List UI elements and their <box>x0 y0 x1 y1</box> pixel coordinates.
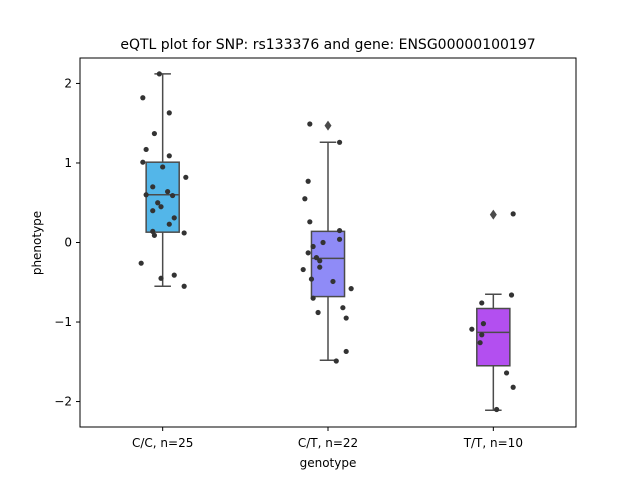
data-point <box>313 255 320 261</box>
data-point <box>343 315 349 321</box>
points-group-2 <box>300 121 354 364</box>
data-point <box>155 200 161 206</box>
data-point <box>158 275 164 281</box>
data-point <box>330 278 336 285</box>
axes: −2 −1 0 1 2 C/C, n=25 C/T, n=22 T/T, n=10 <box>54 57 577 450</box>
data-point <box>166 110 172 116</box>
data-point <box>300 266 306 273</box>
outlier-marker <box>324 120 332 131</box>
data-point <box>171 272 177 278</box>
box-group-3 <box>476 209 511 412</box>
y-tick-label: 2 <box>64 76 72 90</box>
data-point <box>305 250 311 256</box>
data-point <box>340 305 346 311</box>
data-point <box>308 276 315 282</box>
data-point <box>169 192 176 199</box>
data-point <box>479 332 485 338</box>
data-point <box>151 130 157 137</box>
y-tick-label: 1 <box>64 156 72 170</box>
data-point <box>310 295 316 301</box>
data-point <box>510 384 516 390</box>
data-point <box>150 208 156 214</box>
data-point <box>305 178 311 184</box>
data-point <box>150 184 156 190</box>
data-point <box>336 236 343 242</box>
iqr-box <box>310 230 346 298</box>
data-point <box>140 95 146 101</box>
data-point <box>181 230 187 236</box>
data-point <box>469 326 475 332</box>
y-axis-label: phenotype <box>30 211 44 275</box>
box-group-1 <box>145 73 180 287</box>
data-point <box>156 71 162 77</box>
data-point <box>310 243 316 250</box>
y-tick-label: −1 <box>54 315 72 329</box>
box-group-2 <box>310 120 346 361</box>
data-point <box>317 264 323 270</box>
x-tick-label: C/T, n=22 <box>298 436 358 450</box>
data-point <box>151 232 157 238</box>
data-point <box>510 211 516 217</box>
data-point <box>165 189 171 195</box>
data-point <box>140 159 146 165</box>
data-point <box>333 358 339 364</box>
plot-area <box>138 71 516 413</box>
y-tick-label: −2 <box>54 395 72 409</box>
data-point <box>166 221 172 227</box>
data-point <box>143 146 149 153</box>
y-tick-label: 0 <box>64 236 72 250</box>
outlier-marker <box>489 209 497 220</box>
chart-title: eQTL plot for SNP: rs133376 and gene: EN… <box>120 37 535 53</box>
data-point <box>315 309 321 316</box>
x-tick-label: T/T, n=10 <box>463 436 523 450</box>
data-point <box>503 370 510 376</box>
x-tick-label: C/C, n=25 <box>132 436 193 450</box>
points-group-1 <box>138 71 189 289</box>
data-point <box>336 139 343 145</box>
data-point <box>477 340 483 346</box>
data-point <box>138 260 144 266</box>
data-point <box>166 153 172 159</box>
data-point <box>343 348 349 355</box>
points-group-3 <box>469 211 516 413</box>
x-axis-label: genotype <box>300 456 357 470</box>
data-point <box>302 196 308 202</box>
data-point <box>348 286 354 292</box>
data-point <box>336 227 343 234</box>
data-point <box>479 300 485 306</box>
data-point <box>480 321 487 327</box>
data-point <box>494 406 500 413</box>
data-point <box>508 292 515 298</box>
data-point <box>183 174 189 180</box>
data-point <box>307 121 313 127</box>
data-point <box>307 219 313 225</box>
data-point <box>158 204 164 210</box>
data-point <box>320 239 326 246</box>
data-point <box>143 192 149 198</box>
data-point <box>160 164 166 170</box>
data-point <box>317 258 323 264</box>
data-point <box>150 228 156 234</box>
data-point <box>181 283 187 289</box>
data-point <box>171 215 177 221</box>
